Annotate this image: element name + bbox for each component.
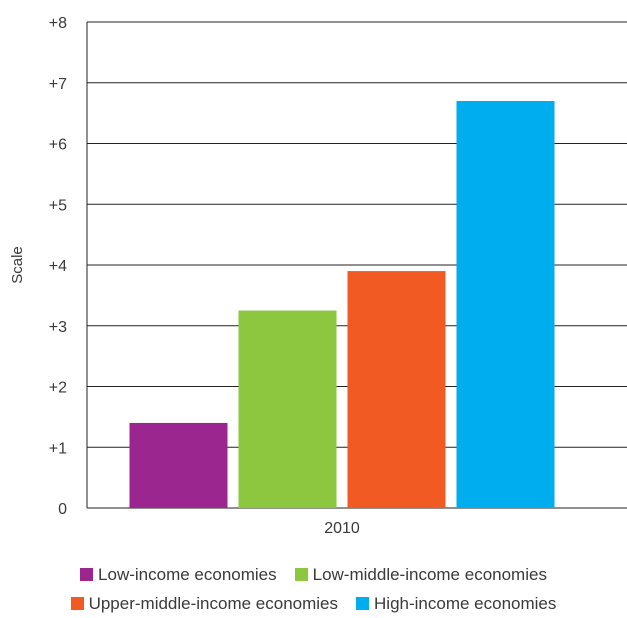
legend-item-low-middle-income: Low-middle-income economies xyxy=(294,564,547,585)
bar xyxy=(456,100,555,508)
y-tick-label: 0 xyxy=(58,501,67,518)
y-axis-label: Scale xyxy=(9,246,26,284)
y-tick-label: +3 xyxy=(49,319,67,336)
legend-item-low-income: Low-income economies xyxy=(80,565,277,585)
y-tick-label: +7 xyxy=(49,76,67,93)
y-axis-ticks: 0 +1 +2 +3 +4 +5 +6 +7 +8 xyxy=(49,15,67,518)
y-tick-label: +2 xyxy=(49,380,67,397)
legend-row: Upper-middle-income economies High-incom… xyxy=(0,589,627,618)
legend-swatch-high-income xyxy=(356,597,370,610)
x-tick-label: 2010 xyxy=(324,520,360,537)
legend-label-low-income: Low-income economies xyxy=(98,564,277,584)
legend-item-high-income: High-income economies xyxy=(356,594,556,614)
y-tick-label: +8 xyxy=(49,15,67,32)
y-tick-label: +5 xyxy=(49,197,67,214)
legend: Low-income economies Low-middle-income e… xyxy=(0,560,627,618)
legend-item-upper-middle-income: Upper-middle-income economies xyxy=(70,593,339,614)
x-axis-ticks: 2010 xyxy=(324,520,360,537)
y-tick-label: +6 xyxy=(49,137,67,154)
legend-label-low-middle-income: Low-middle-income economies xyxy=(312,564,547,584)
bar xyxy=(347,271,446,508)
legend-row: Low-income economies Low-middle-income e… xyxy=(0,560,627,589)
bars xyxy=(129,100,555,508)
legend-label-upper-middle-income: Upper-middle-income economies xyxy=(88,593,339,613)
bar xyxy=(238,310,337,508)
legend-label-high-income: High-income economies xyxy=(374,593,557,613)
legend-swatch-upper-middle-income xyxy=(70,597,84,610)
y-tick-label: +4 xyxy=(49,258,67,275)
legend-swatch-low-income xyxy=(80,568,94,581)
y-tick-label: +1 xyxy=(49,440,67,457)
bar xyxy=(129,422,228,508)
legend-swatch-low-middle-income xyxy=(294,568,308,581)
